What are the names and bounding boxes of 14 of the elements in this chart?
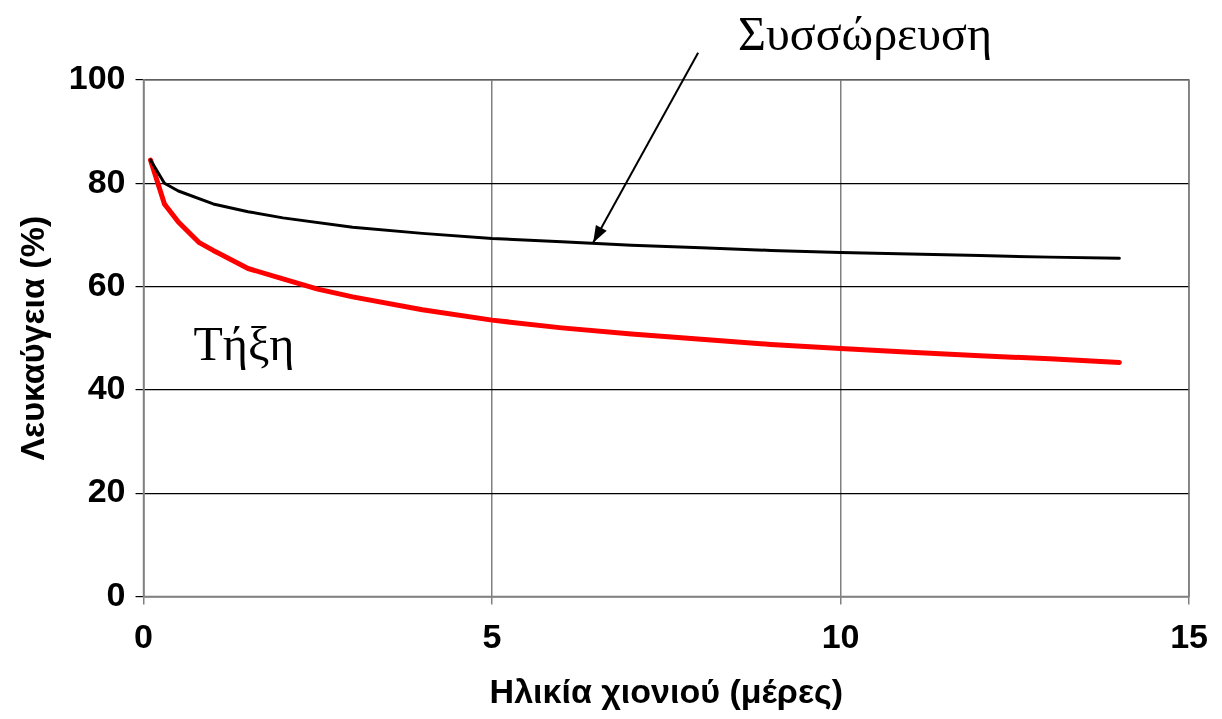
y-tick-label: 100 [68, 58, 126, 97]
y-tick-label: 80 [87, 161, 126, 200]
y-tick-label: 0 [106, 574, 126, 613]
annotation: Συσσώρευση [738, 7, 993, 61]
y-tick-label: 40 [87, 368, 126, 407]
y-tick-label: 60 [87, 264, 126, 303]
y-tick-label: 20 [87, 471, 126, 510]
x-tick-label: 5 [482, 617, 502, 656]
x-axis-title: Ηλικία χιονιού (μέρες) [489, 671, 844, 710]
x-tick-label: 0 [134, 617, 153, 656]
x-tick-label: 10 [821, 617, 860, 656]
annotation: Τήξη [193, 317, 295, 370]
y-axis-title: Λευκαύγεια (%) [12, 215, 51, 461]
x-tick-label: 15 [1170, 617, 1208, 656]
